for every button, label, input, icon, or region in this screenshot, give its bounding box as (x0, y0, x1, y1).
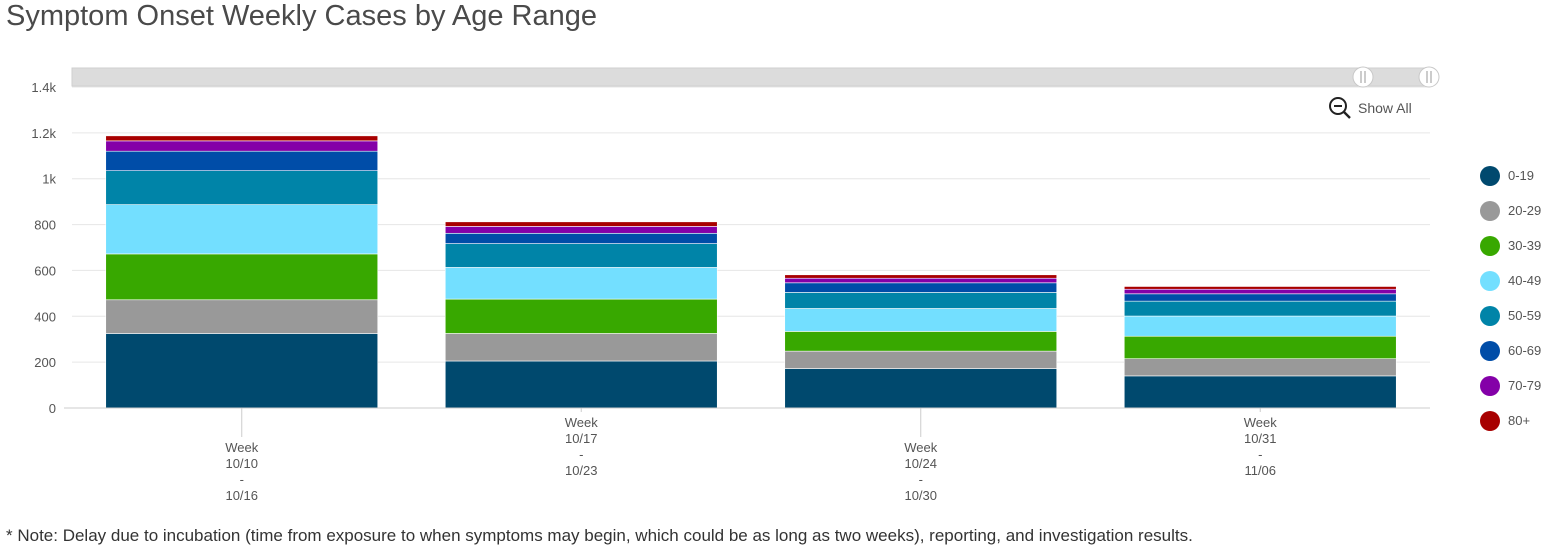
y-tick-label: 1.2k (31, 126, 56, 141)
x-tick-label-line: - (919, 472, 923, 487)
bar-segment-0-19[interactable] (444, 360, 718, 409)
legend: 0-19 20-29 30-39 40-49 50-59 60-69 70-79 80+ (1480, 158, 1541, 438)
y-tick-label: 200 (34, 355, 56, 370)
scrollbar-left-handle[interactable] (1352, 66, 1374, 88)
x-tick-label-line: Week (565, 415, 598, 430)
x-axis-labels: Week10/10-10/16Week10/17-10/23Week10/24-… (225, 408, 1277, 503)
bar-segment-20-29[interactable] (1123, 358, 1397, 377)
legend-swatch (1480, 375, 1500, 396)
x-tick-label-line: 10/10 (225, 456, 258, 471)
bar-segment-0-19[interactable] (1123, 375, 1397, 409)
bar-segment-50-59[interactable] (1123, 300, 1397, 317)
x-tick-label-line: 10/30 (904, 488, 937, 503)
legend-label: 80+ (1508, 413, 1531, 428)
bars (105, 135, 1397, 409)
bar-segment-40-49[interactable] (784, 308, 1058, 332)
bar-segment-30-39[interactable] (784, 331, 1058, 352)
y-tick-label: 600 (34, 263, 56, 278)
legend-swatch (1480, 235, 1500, 256)
legend-swatch (1480, 340, 1500, 361)
legend-item-20-29[interactable]: 20-29 (1480, 193, 1541, 228)
x-tick-label-line: Week (1244, 415, 1277, 430)
scrollbar-right-handle[interactable] (1418, 66, 1440, 88)
legend-swatch (1480, 410, 1500, 431)
x-tick-label-line: Week (904, 440, 937, 455)
bar-segment-70-79[interactable] (105, 140, 379, 152)
bar-segment-0-19[interactable] (784, 368, 1058, 409)
legend-item-80plus[interactable]: 80+ (1480, 403, 1541, 438)
show-all-button[interactable]: Show All (1328, 96, 1412, 120)
bar-segment-40-49[interactable] (1123, 315, 1397, 337)
bar-segment-40-49[interactable] (105, 204, 379, 255)
y-tick-label: 800 (34, 218, 56, 233)
legend-label: 20-29 (1508, 203, 1542, 218)
bar-segment-20-29[interactable] (784, 350, 1058, 369)
x-tick-label-line: Week (225, 440, 258, 455)
x-tick-label-line: 10/16 (225, 488, 258, 503)
bar-segment-30-39[interactable] (444, 298, 718, 334)
y-axis-ticks: 0 200 400 600 800 1k 1.2k 1.4k (31, 80, 56, 416)
x-tick-label-line: 11/06 (1244, 463, 1276, 478)
zoom-out-icon (1329, 97, 1351, 119)
legend-label: 0-19 (1508, 168, 1535, 183)
y-tick-label: 1.4k (31, 80, 56, 95)
bar-segment-20-29[interactable] (105, 299, 379, 334)
y-tick-label: 400 (34, 309, 56, 324)
bar-segment-60-69[interactable] (105, 150, 379, 171)
legend-label: 30-39 (1508, 238, 1542, 253)
legend-swatch (1480, 305, 1500, 326)
legend-item-30-39[interactable]: 30-39 (1480, 228, 1541, 263)
y-tick-label: 1k (42, 172, 56, 187)
legend-item-40-49[interactable]: 40-49 (1480, 263, 1541, 298)
bar-segment-30-39[interactable] (105, 253, 379, 301)
legend-item-50-59[interactable]: 50-59 (1480, 298, 1541, 333)
bar-segment-60-69[interactable] (1123, 293, 1397, 302)
bar-segment-70-79[interactable] (784, 277, 1058, 284)
legend-label: 70-79 (1508, 378, 1542, 393)
bar-segment-50-59[interactable] (784, 292, 1058, 309)
scrollbar-track[interactable] (71, 67, 1431, 87)
x-tick-label-line: 10/31 (1244, 431, 1277, 446)
bar-segment-60-69[interactable] (784, 282, 1058, 293)
legend-item-0-19[interactable]: 0-19 (1480, 158, 1541, 193)
bar-segment-50-59[interactable] (444, 243, 718, 268)
bar-segment-30-39[interactable] (1123, 335, 1397, 360)
bar-segment-20-29[interactable] (444, 333, 718, 362)
legend-swatch (1480, 270, 1500, 291)
footnote: * Note: Delay due to incubation (time fr… (6, 526, 1193, 545)
bar-segment-50-59[interactable] (105, 170, 379, 205)
x-tick-label-line: 10/23 (565, 463, 598, 478)
bar-segment-80plus[interactable] (784, 274, 1058, 279)
legend-label: 60-69 (1508, 343, 1542, 358)
x-tick-label-line: 10/24 (904, 456, 937, 471)
legend-item-70-79[interactable]: 70-79 (1480, 368, 1541, 403)
bar-segment-80plus[interactable] (1123, 286, 1397, 290)
bar-segment-80plus[interactable] (105, 135, 379, 142)
y-tick-label: 0 (49, 401, 56, 416)
bar-segment-60-69[interactable] (444, 232, 718, 244)
x-tick-label-line: - (579, 447, 583, 462)
x-tick-label-line: 10/17 (565, 431, 598, 446)
zoom-scrollbar[interactable] (71, 66, 1440, 88)
legend-swatch (1480, 165, 1500, 186)
x-tick-label-line: - (1258, 447, 1262, 462)
legend-label: 50-59 (1508, 308, 1542, 323)
bar-segment-0-19[interactable] (105, 333, 379, 409)
show-all-label: Show All (1358, 100, 1412, 116)
x-tick-label-line: - (240, 472, 244, 487)
bar-segment-40-49[interactable] (444, 267, 718, 300)
legend-swatch (1480, 200, 1500, 221)
chart-title: Symptom Onset Weekly Cases by Age Range (6, 0, 598, 32)
bar-segment-80plus[interactable] (444, 221, 718, 227)
legend-item-60-69[interactable]: 60-69 (1480, 333, 1541, 368)
legend-label: 40-49 (1508, 273, 1542, 288)
bar-segment-70-79[interactable] (1123, 288, 1397, 295)
bar-segment-70-79[interactable] (444, 226, 718, 234)
